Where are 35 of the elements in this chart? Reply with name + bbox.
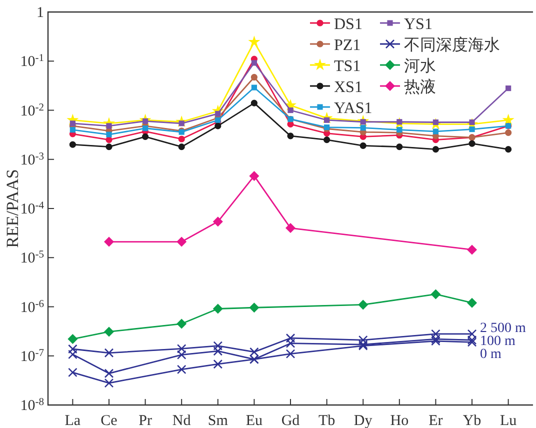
x-tick-label: Sm — [208, 413, 228, 428]
y-tick-label: 10$^{-4}$ — [20, 200, 45, 218]
legend-label: YS1 — [404, 16, 432, 33]
x-tick-label: Nd — [172, 413, 192, 428]
legend-label: XS1 — [334, 79, 362, 96]
x-tick-label: La — [64, 413, 81, 428]
x-tick-label: Er — [428, 413, 443, 428]
legend-label: TS1 — [334, 58, 361, 75]
y-tick-label: 10$^{-6}$ — [20, 298, 44, 316]
y-tick-label: 10$^{-7}$ — [20, 347, 44, 365]
y-tick-label: 10$^{-2}$ — [20, 102, 44, 120]
x-tick-label: Ce — [100, 413, 118, 428]
x-tick-label: Tb — [318, 413, 336, 428]
legend-label: YAS1 — [334, 100, 372, 117]
annotation: 100 m — [480, 334, 516, 349]
y-axis-title: REE/PAAS — [3, 169, 22, 248]
y-tick-label: 10$^{-3}$ — [20, 150, 44, 168]
x-tick-label: Gd — [281, 413, 300, 428]
legend-label: 河水 — [404, 57, 436, 75]
y-tick-label: 10$^{-8}$ — [20, 396, 44, 414]
x-tick-label: Lu — [500, 413, 518, 428]
legend-label: 不同深度海水 — [404, 36, 500, 54]
x-tick-label: Dy — [354, 413, 373, 428]
legend-label: 热液 — [404, 78, 436, 96]
x-tick-label: Yb — [462, 413, 482, 428]
x-tick-label: Ho — [390, 413, 409, 428]
x-tick-label: Pr — [138, 413, 152, 428]
y-tick-label: 10$^{-5}$ — [20, 249, 44, 267]
x-tick-label: Eu — [246, 413, 264, 428]
legend-label: PZ1 — [334, 37, 361, 54]
y-tick-label: 10$^{-1}$ — [20, 52, 44, 70]
y-tick-label: 1 — [36, 5, 44, 21]
annotation: 2 500 m — [480, 320, 526, 336]
annotation: 0 m — [480, 346, 502, 362]
legend-label: DS1 — [334, 16, 362, 33]
